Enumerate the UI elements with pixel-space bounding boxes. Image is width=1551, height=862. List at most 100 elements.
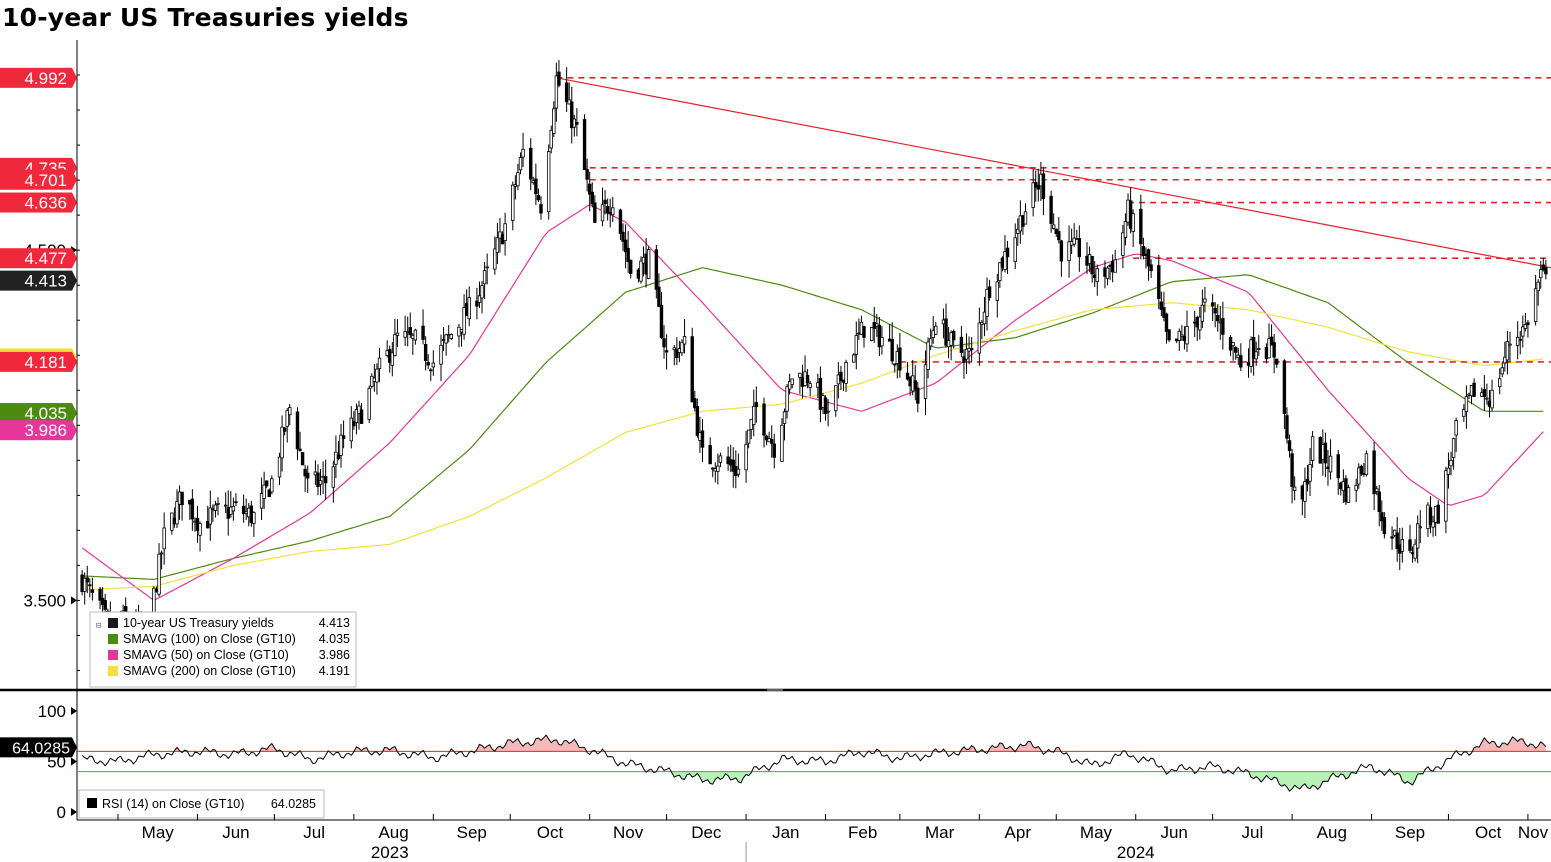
candle: [1239, 343, 1243, 372]
candle-body: [611, 207, 615, 216]
candle: [893, 363, 897, 373]
candle: [475, 287, 479, 320]
candle: [1123, 213, 1128, 246]
candle: [208, 490, 213, 541]
candle: [198, 521, 202, 552]
candle-body: [944, 318, 948, 346]
candle: [639, 256, 643, 284]
candle-body: [359, 409, 364, 424]
candle: [862, 325, 866, 348]
rsi-value-box: [0, 737, 72, 758]
candle: [393, 318, 397, 357]
candle-body: [1413, 543, 1417, 559]
candle-body: [1515, 336, 1520, 346]
candle: [1380, 500, 1384, 531]
candle-body: [1544, 267, 1548, 275]
candle-body: [175, 501, 179, 525]
price-labels: 4.9924.7354.7014.6364.4774.4134.1814.035…: [0, 67, 77, 441]
price-label-arrow: [72, 192, 77, 213]
candle: [1454, 417, 1458, 452]
price-label-arrow: [72, 248, 77, 269]
candle: [413, 328, 418, 345]
candle: [503, 212, 507, 256]
resistance-lines: [556, 77, 1551, 363]
candle-body: [300, 451, 305, 466]
candle-body: [157, 553, 161, 595]
candle: [1541, 257, 1546, 272]
candle-body: [626, 247, 630, 262]
candle-body: [880, 336, 884, 347]
candle: [1462, 404, 1466, 422]
candle: [969, 337, 974, 362]
candle: [259, 477, 264, 521]
candle: [718, 452, 723, 468]
candle-body: [1113, 259, 1117, 273]
candle-body: [564, 82, 569, 103]
candle: [716, 453, 720, 485]
candle-body: [964, 348, 969, 360]
candle-body: [1395, 532, 1399, 550]
candle-body: [1523, 324, 1528, 329]
candle-body: [270, 478, 274, 493]
candle: [1141, 237, 1146, 260]
candle-body: [557, 71, 561, 86]
candle: [1275, 358, 1279, 368]
candle: [621, 223, 625, 251]
candle: [285, 408, 289, 443]
candle: [654, 244, 659, 299]
candle-body: [439, 344, 443, 365]
candle-body: [646, 249, 651, 279]
candle-body: [1285, 415, 1289, 439]
candle: [1149, 259, 1153, 279]
candle: [1359, 464, 1364, 477]
legend-swatch: [108, 618, 118, 628]
candle-body: [746, 429, 751, 444]
candle: [552, 101, 556, 137]
candle-body: [1231, 342, 1235, 347]
candle-body: [280, 426, 284, 459]
price-label-box: [0, 169, 72, 190]
candle: [495, 222, 500, 265]
price-label-4.035: 4.035: [0, 403, 77, 424]
candle-body: [1533, 288, 1538, 322]
candle-body: [306, 472, 310, 479]
candle-body: [213, 504, 218, 511]
price-label-4.477: 4.477: [0, 248, 77, 269]
candle: [764, 434, 769, 446]
candle: [482, 261, 487, 299]
candle: [772, 433, 776, 469]
candle: [157, 543, 161, 597]
candle-body: [926, 341, 930, 370]
candle-body: [318, 480, 323, 485]
price-candles: [80, 60, 1548, 648]
candle-body: [1146, 249, 1151, 267]
legend-item-name: SMAVG (100) on Close (GT10): [123, 632, 296, 646]
candle: [1536, 279, 1540, 306]
candle: [944, 303, 948, 348]
candle-body: [375, 368, 379, 383]
candle: [1095, 264, 1099, 296]
legend-item-value: 4.191: [319, 664, 350, 678]
candle-body: [1462, 409, 1466, 417]
candle: [1308, 448, 1312, 497]
candle: [1382, 512, 1387, 539]
candle: [752, 389, 756, 437]
legend-item-value: 4.413: [319, 616, 350, 630]
candle: [1521, 315, 1525, 348]
candle-body: [600, 204, 605, 222]
candle-body: [1536, 281, 1540, 292]
candle: [1357, 463, 1361, 489]
candle: [1164, 312, 1169, 344]
price-label-text: 4.035: [24, 404, 67, 423]
candle: [516, 163, 520, 191]
candle-body: [539, 204, 543, 214]
candle-body: [1157, 265, 1161, 300]
candle: [241, 494, 246, 523]
candle: [587, 171, 592, 212]
rsi-legend: RSI (14) on Close (GT10) 64.0285: [78, 789, 325, 819]
candle-body: [1310, 436, 1315, 461]
candle-body: [928, 338, 933, 347]
rsi-legend-swatch: [87, 798, 97, 808]
candle: [477, 281, 482, 308]
